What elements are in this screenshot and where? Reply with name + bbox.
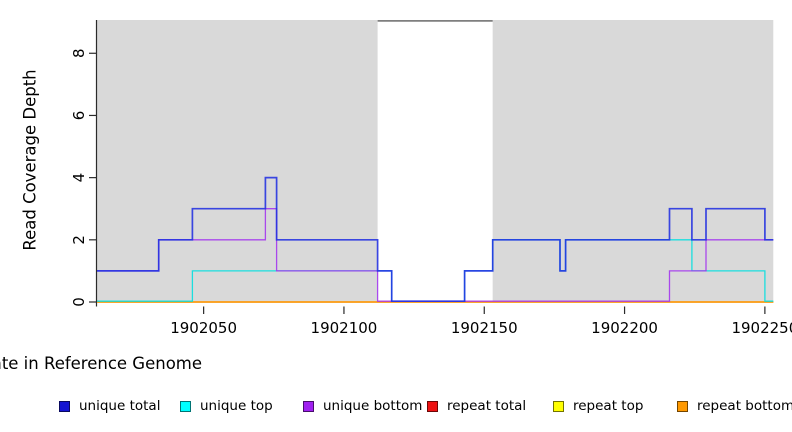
y-axis-title: Read Coverage Depth bbox=[20, 69, 40, 251]
x-tick-label: 1902250 bbox=[731, 319, 792, 337]
legend-label: unique total bbox=[79, 398, 161, 414]
legend-swatch-repeat-bottom bbox=[677, 400, 688, 412]
y-tick-label: 8 bbox=[70, 48, 88, 58]
covered-region-right bbox=[492, 20, 774, 302]
x-axis-title-text: Coordinate in Reference Genome bbox=[0, 354, 203, 373]
legend-swatch-unique-top bbox=[180, 400, 191, 412]
x-tick-label: 1902150 bbox=[451, 319, 518, 337]
legend-label: repeat bottom bbox=[697, 398, 792, 414]
y-tick-label: 4 bbox=[70, 173, 88, 183]
legend-item-repeat-bottom: repeat bottom bbox=[677, 398, 792, 414]
legend-label: unique top bbox=[200, 398, 273, 414]
legend-swatch-repeat-top bbox=[553, 400, 564, 412]
legend-item-repeat-total: repeat total bbox=[427, 398, 526, 414]
legend-item-unique-top: unique top bbox=[180, 398, 273, 414]
legend: unique total unique top unique bottom repea… bbox=[0, 398, 792, 420]
covered-region-left bbox=[97, 20, 378, 302]
x-tick-label: 1902100 bbox=[311, 319, 378, 337]
y-tick-label: 0 bbox=[70, 297, 88, 307]
legend-label: unique bottom bbox=[323, 398, 423, 414]
legend-swatch-unique-bottom bbox=[303, 400, 314, 412]
legend-swatch-unique-total bbox=[59, 400, 70, 412]
legend-label: repeat top bbox=[573, 398, 644, 414]
x-tick-label: 1902050 bbox=[170, 319, 237, 337]
legend-item-unique-total: unique total bbox=[59, 398, 160, 414]
legend-label: repeat total bbox=[447, 398, 527, 414]
y-tick-label: 2 bbox=[70, 235, 88, 245]
y-tick-label: 6 bbox=[70, 111, 88, 121]
legend-item-unique-bottom: unique bottom bbox=[303, 398, 422, 414]
legend-item-repeat-top: repeat top bbox=[553, 398, 643, 414]
x-tick-label: 1902200 bbox=[591, 319, 658, 337]
series-line-unique-total bbox=[97, 176, 774, 303]
x-axis-title: Coordinate in Reference Genome bbox=[0, 354, 792, 373]
legend-swatch-repeat-total bbox=[427, 400, 438, 412]
